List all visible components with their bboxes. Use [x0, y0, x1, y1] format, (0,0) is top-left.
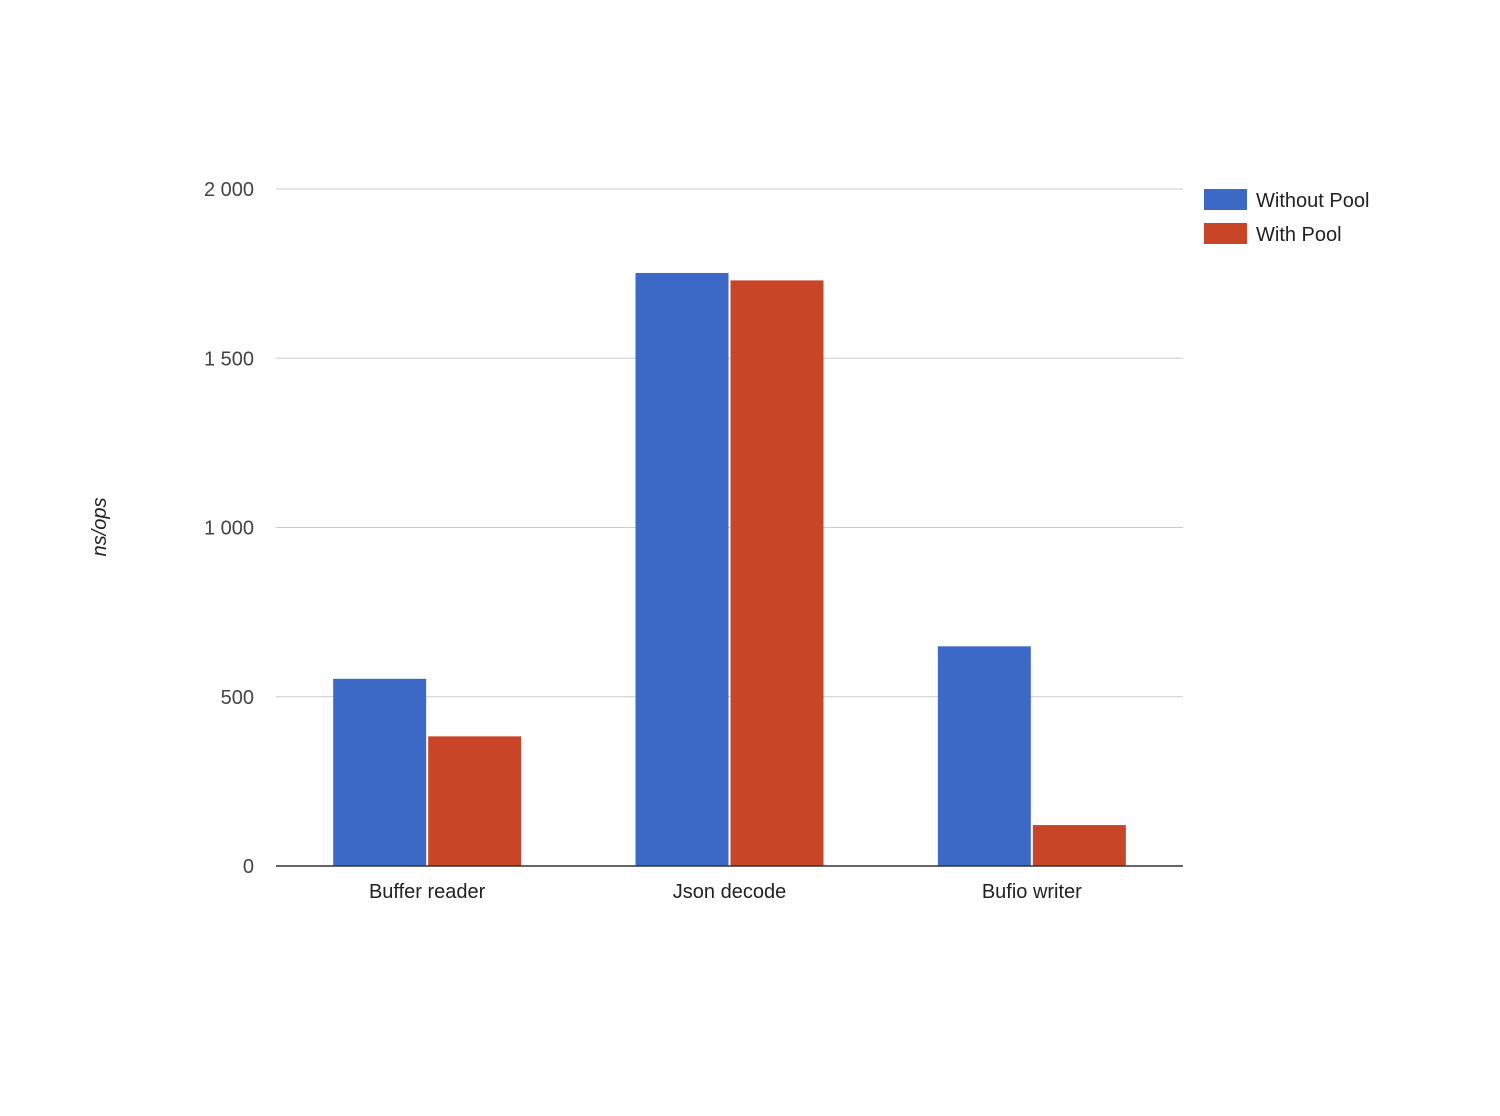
x-category-labels: Buffer reader Json decode Bufio writer	[369, 881, 1082, 903]
x-category-label: Buffer reader	[369, 881, 486, 903]
bar-with-pool-2	[1032, 825, 1126, 866]
gridlines	[276, 188, 1183, 698]
bar-without-pool-0	[333, 678, 427, 866]
legend-label: With Pool	[1256, 224, 1342, 246]
x-category-label: Json decode	[673, 881, 786, 903]
y-tick-label: 1 000	[204, 518, 254, 540]
y-tick-label: 500	[221, 687, 254, 709]
legend-swatch-0	[1204, 189, 1247, 210]
x-category-label: Bufio writer	[982, 881, 1082, 903]
bar-without-pool-2	[937, 646, 1031, 866]
y-tick-labels: 0 500 1 000 1 500 2 000	[204, 179, 254, 878]
legend-swatch-1	[1204, 223, 1247, 244]
y-tick-label: 1 500	[204, 348, 254, 370]
legend: Without Pool With Pool	[1204, 189, 1369, 246]
bar-with-pool-0	[428, 736, 522, 866]
legend-label: Without Pool	[1256, 190, 1369, 212]
y-axis-title: ns/ops	[89, 498, 111, 557]
bars	[333, 272, 1126, 866]
bar-without-pool-1	[635, 272, 729, 866]
bar-with-pool-1	[730, 280, 824, 866]
y-tick-label: 2 000	[204, 179, 254, 201]
y-tick-label: 0	[243, 856, 254, 878]
